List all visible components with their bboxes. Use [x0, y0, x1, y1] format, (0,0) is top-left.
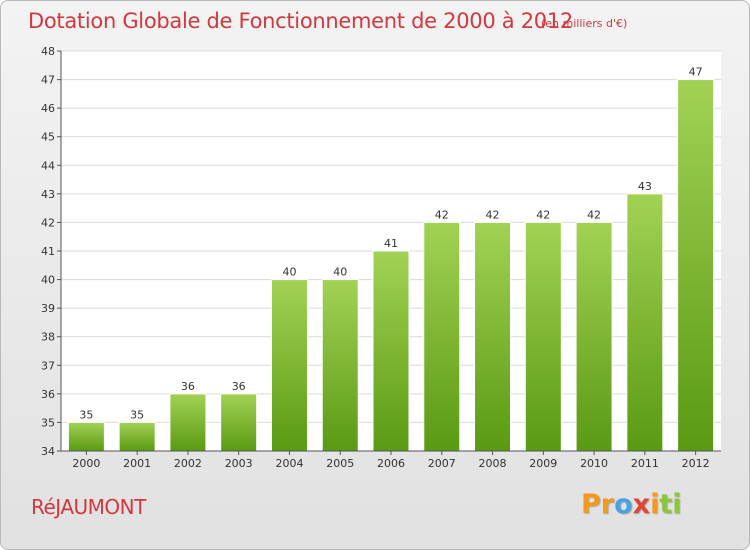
y-tick-label: 38 — [41, 331, 55, 344]
bar-2012 — [677, 79, 715, 452]
y-tick-label: 41 — [41, 245, 55, 258]
logo-part: o — [614, 489, 633, 520]
y-tick-label: 34 — [41, 445, 55, 458]
y-tick-label: 47 — [41, 74, 55, 87]
value-labels: 35 35 36 36 40 40 41 42 42 42 42 43 47 — [79, 66, 702, 422]
proxiti-logo[interactable]: Proxiti — [581, 489, 682, 520]
commune-name: RéJAUMONT — [31, 495, 146, 519]
logo-part: i — [650, 489, 660, 520]
x-tick-label: 2002 — [174, 457, 202, 470]
value-label: 42 — [486, 208, 500, 221]
bar-2006 — [372, 250, 410, 452]
value-label: 40 — [333, 266, 347, 279]
value-label: 36 — [181, 380, 195, 393]
bar-2004 — [270, 279, 308, 452]
x-tick-label: 2007 — [428, 457, 456, 470]
y-tick-label: 44 — [41, 159, 55, 172]
bar-2011 — [626, 193, 664, 452]
bar-2010 — [575, 221, 613, 452]
value-label: 42 — [435, 208, 449, 221]
logo-part: x — [632, 489, 651, 520]
x-tick-label: 2003 — [225, 457, 253, 470]
x-tick-label: 2011 — [631, 457, 659, 470]
bar-2008 — [474, 221, 512, 452]
value-label: 36 — [232, 380, 246, 393]
logo-part: ti — [659, 489, 682, 520]
y-tick-label: 43 — [41, 188, 55, 201]
chart-title: Dotation Globale de Fonctionnement de 20… — [28, 9, 573, 33]
x-tick-label: 2012 — [682, 457, 710, 470]
value-label: 40 — [282, 266, 296, 279]
y-tick-label: 36 — [41, 388, 55, 401]
value-label: 41 — [384, 237, 398, 250]
x-tick-label: 2010 — [580, 457, 608, 470]
value-label: 35 — [79, 408, 93, 421]
y-tick-label: 46 — [41, 102, 55, 115]
bar-2002 — [169, 393, 207, 452]
y-tick-label: 35 — [41, 416, 55, 429]
y-tick-label: 45 — [41, 131, 55, 144]
y-tick-label: 48 — [41, 45, 55, 58]
value-label: 42 — [587, 208, 601, 221]
x-tick-label: 2008 — [479, 457, 507, 470]
unit-label: (en milliers d'€) — [541, 17, 628, 30]
x-tick-label: 2001 — [123, 457, 151, 470]
bar-2003 — [220, 393, 258, 452]
bar-2009 — [524, 221, 562, 452]
value-label: 35 — [130, 408, 144, 421]
y-tick-label: 40 — [41, 274, 55, 287]
x-tick-label: 2009 — [529, 457, 557, 470]
x-tick-label: 2005 — [326, 457, 354, 470]
x-tick-label: 2000 — [72, 457, 100, 470]
bar-2000 — [67, 421, 105, 452]
logo-part: Pr — [581, 489, 615, 520]
bar-2005 — [321, 279, 359, 452]
bars — [67, 79, 715, 452]
value-label: 47 — [689, 66, 703, 79]
y-tick-label: 37 — [41, 359, 55, 372]
y-tick-label: 42 — [41, 216, 55, 229]
bar-2007 — [423, 221, 461, 452]
x-axis-ticks: 2000 2001 2002 2003 2004 2005 2006 2007 2008 2009… — [72, 451, 710, 470]
x-tick-label: 2006 — [377, 457, 405, 470]
y-tick-label: 39 — [41, 302, 55, 315]
value-label: 42 — [536, 208, 550, 221]
value-label: 43 — [638, 180, 652, 193]
y-axis-ticks: 34 35 36 37 38 39 40 41 42 43 44 45 46 47 48 — [41, 45, 61, 458]
x-tick-label: 2004 — [275, 457, 303, 470]
bar-2001 — [118, 421, 156, 452]
